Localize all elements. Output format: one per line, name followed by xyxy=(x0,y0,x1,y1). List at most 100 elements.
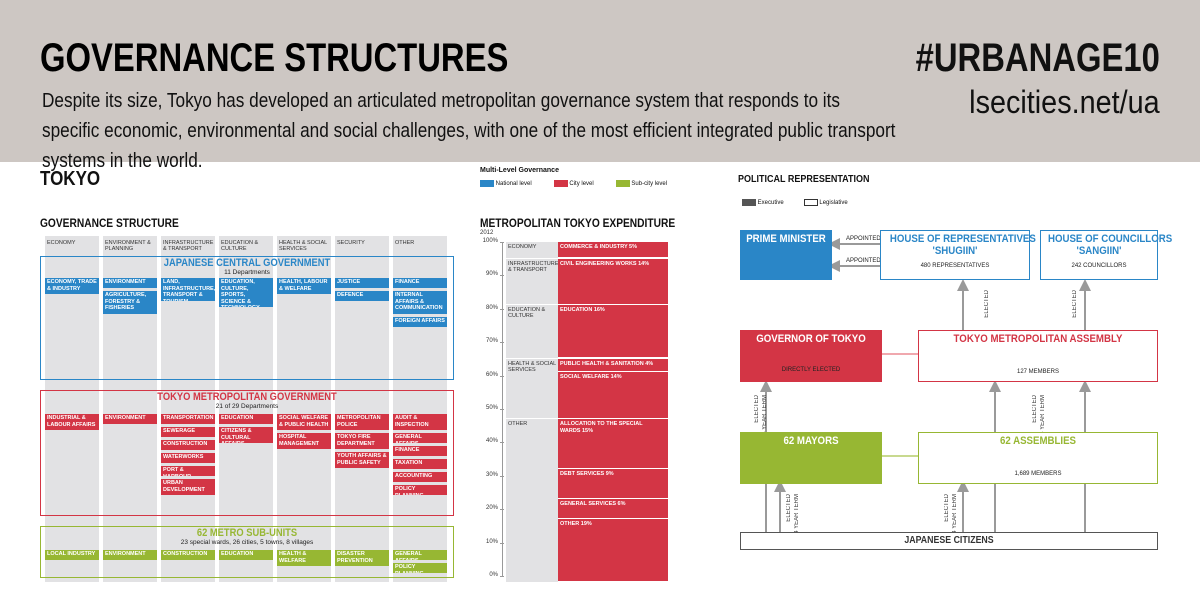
political-title: POLITICAL REPRESENTATION xyxy=(738,174,870,185)
department-block: URBAN DEVELOPMENT xyxy=(161,479,215,495)
subcity-title: 62 METRO SUB-UNITS xyxy=(196,527,298,539)
department-block: METROPOLITAN POLICE xyxy=(335,414,389,430)
legend: National level City level Sub-city level xyxy=(480,180,667,187)
assemblies-title: 62 ASSEMBLIES xyxy=(999,435,1077,447)
category-background xyxy=(506,258,558,305)
column-header: SECURITY xyxy=(337,240,365,246)
department-block: LAND, INFRASTRUCTURE, TRANSPORT & TOURIS… xyxy=(161,278,215,301)
category-label: OTHER xyxy=(508,421,528,428)
executive-swatch xyxy=(742,199,756,206)
department-block: JUSTICE xyxy=(335,278,389,288)
y-tick-label: 10% xyxy=(485,538,498,545)
department-block: LOCAL INDUSTRY xyxy=(45,550,99,560)
site-url[interactable]: lsecities.net/ua xyxy=(969,84,1160,120)
legend-label: Legislative xyxy=(819,200,848,207)
y-tick xyxy=(500,442,504,444)
y-tick xyxy=(500,542,504,544)
department-block: AGRICULTURE, FORESTRY & FISHERIES xyxy=(103,291,157,314)
political-legend: Executive Legislative xyxy=(742,199,848,206)
elected-label-assemblies: ELECTED xyxy=(944,494,950,522)
category-label: ECONOMY xyxy=(508,244,537,250)
mayors-box: 62 MAYORS xyxy=(740,432,882,484)
department-block: AUDIT & INSPECTION xyxy=(393,414,447,430)
y-tick-label: 40% xyxy=(485,438,498,445)
expenditure-bar-segment xyxy=(558,469,668,498)
department-block: HEALTH & WELFARE xyxy=(277,550,331,566)
legend-swatch xyxy=(480,180,494,187)
y-tick-label: 90% xyxy=(485,271,498,278)
expenditure-bar-segment xyxy=(558,242,668,258)
y-tick xyxy=(500,576,504,577)
expenditure-bar-segment xyxy=(558,305,668,358)
y-tick xyxy=(500,475,504,477)
subcity-frame xyxy=(40,526,454,578)
department-block: HOSPITAL MANAGEMENT xyxy=(277,433,331,449)
term-label-assembly: 4 YEAR TERM xyxy=(1040,395,1046,435)
national-subtitle: 11 Departments xyxy=(224,269,270,276)
category-background xyxy=(506,305,558,358)
legend-item-subcity: Sub-city level xyxy=(615,180,668,188)
department-block: EDUCATION xyxy=(219,550,273,560)
category-background xyxy=(506,242,558,258)
elected-label-governor: ELECTED xyxy=(754,395,760,423)
department-block: WATERWORKS xyxy=(161,453,215,463)
y-tick xyxy=(500,342,504,344)
house-councillors-members: 242 COUNCILLORS xyxy=(1071,263,1127,269)
expenditure-segment-label: EDUCATION 16% xyxy=(560,307,605,314)
elected-label-assembly: ELECTED xyxy=(1032,395,1038,423)
appointed-label-1: APPOINTED xyxy=(846,236,881,242)
department-block: INTERNAL AFFAIRS & COMMUNICATION xyxy=(393,291,447,314)
expenditure-bar-segment xyxy=(558,358,668,371)
y-tick-label: 50% xyxy=(485,405,498,411)
city-subtitle: 21 of 29 Departments xyxy=(215,403,279,410)
department-block: TRANSPORTATION xyxy=(161,414,215,424)
city-title: TOKYO METROPOLITAN GOVERNMENT xyxy=(157,391,337,403)
assembly-members: 127 MEMBERS xyxy=(1016,369,1059,375)
expenditure-segment-label: GENERAL SERVICES 6% xyxy=(560,501,626,508)
prime-minister-label: PRIME MINISTER xyxy=(746,233,826,245)
department-block: ENVIRONMENT xyxy=(103,414,157,424)
legend-item-city: City level xyxy=(553,180,594,187)
term-label-mayors: 4 YEAR TERM xyxy=(794,494,800,534)
department-block: INDUSTRIAL & LABOUR AFFAIRS xyxy=(45,414,99,430)
department-block: CONSTRUCTION xyxy=(161,550,215,560)
department-block: EDUCATION xyxy=(219,414,273,424)
expenditure-bar-segment xyxy=(558,258,668,304)
expenditure-chart: 100% 90% 80% 70% 60% 50% 40% 30% 20% 10% 0% ECONOMY… xyxy=(476,236,672,582)
prime-minister-box: PRIME MINISTER xyxy=(740,230,832,280)
expenditure-segment-label: ALLOCATION TO THE SPECIAL WARDS 15% xyxy=(560,421,643,434)
department-block: YOUTH AFFAIRS & PUBLIC SAFETY xyxy=(335,452,389,468)
governor-title: GOVERNOR OF TOKYO xyxy=(756,333,866,345)
term-label-assemblies: 4 YEAR TERM xyxy=(952,494,958,534)
y-tick-label: 100% xyxy=(482,238,498,244)
national-frame xyxy=(40,256,454,380)
house-councillors-sub: 'SANGIIN' xyxy=(1076,245,1122,257)
category-background xyxy=(506,358,558,418)
page-title: GOVERNANCE STRUCTURES xyxy=(40,36,509,80)
house-reps-sub: 'SHUGIIN' xyxy=(932,245,978,257)
department-block: FINANCE xyxy=(393,446,447,456)
y-tick xyxy=(500,409,504,410)
department-block: ECONOMY, TRADE & INDUSTRY xyxy=(45,278,99,294)
y-tick-label: 70% xyxy=(485,338,498,345)
intro-text: Despite its size, Tokyo has developed an… xyxy=(42,90,896,172)
column-header: ENVIRONMENT & PLANNING xyxy=(105,240,151,252)
legend-executive: Executive xyxy=(742,199,784,206)
department-block: SEWERAGE xyxy=(161,427,215,437)
department-block: ENVIRONMENT xyxy=(103,278,157,288)
term-label-governor: 4 YEAR TERM xyxy=(762,395,768,435)
assembly-title: TOKYO METROPOLITAN ASSEMBLY xyxy=(953,333,1123,345)
legend-label: Sub-city level xyxy=(631,181,668,188)
legend-label: National level xyxy=(495,181,532,188)
y-tick xyxy=(500,308,504,310)
legislative-swatch xyxy=(803,199,818,206)
y-tick xyxy=(500,375,504,377)
legend-legislative: Legislative xyxy=(803,199,848,207)
header-banner xyxy=(0,0,1200,162)
y-tick-label: 20% xyxy=(485,505,498,512)
house-reps-title: HOUSE OF REPRESENTATIVES xyxy=(889,233,1036,245)
legend-title: Multi-Level Governance xyxy=(480,167,559,174)
house-reps-members: 480 REPRESENTATIVES xyxy=(920,263,990,269)
expenditure-bar-segment xyxy=(558,372,668,418)
